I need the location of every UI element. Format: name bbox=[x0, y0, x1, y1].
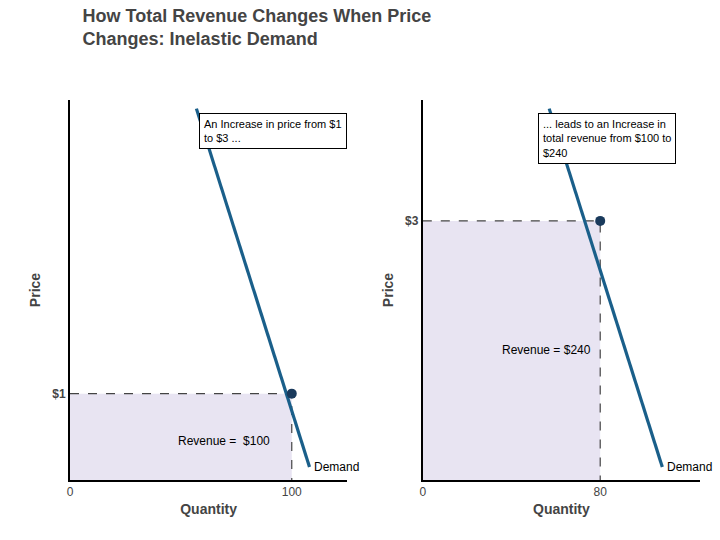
svg-text:0: 0 bbox=[419, 485, 426, 499]
svg-text:$3: $3 bbox=[405, 214, 419, 228]
svg-text:80: 80 bbox=[594, 485, 608, 499]
svg-text:Price: Price bbox=[27, 273, 43, 307]
svg-text:Revenue = $240: Revenue = $240 bbox=[502, 343, 591, 357]
svg-text:How Total Revenue Changes When: How Total Revenue Changes When PriceChan… bbox=[83, 6, 432, 49]
svg-text:Revenue = $100: Revenue = $100 bbox=[178, 434, 270, 448]
svg-text:Demand: Demand bbox=[667, 460, 712, 474]
svg-text:... leads to an Increase intot: ... leads to an Increase intotal revenue… bbox=[543, 118, 671, 159]
svg-text:$1: $1 bbox=[52, 387, 66, 401]
svg-text:Price: Price bbox=[380, 273, 396, 307]
svg-text:Quantity: Quantity bbox=[533, 501, 590, 517]
svg-text:0: 0 bbox=[67, 485, 74, 499]
svg-text:100: 100 bbox=[282, 485, 302, 499]
svg-text:An Increase in price from $1to: An Increase in price from $1to $3 ... bbox=[204, 118, 342, 144]
svg-text:Quantity: Quantity bbox=[180, 501, 237, 517]
svg-text:Demand: Demand bbox=[314, 460, 359, 474]
